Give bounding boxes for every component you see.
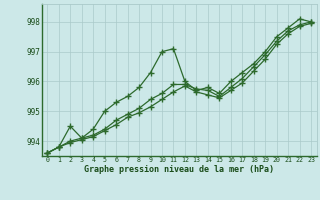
X-axis label: Graphe pression niveau de la mer (hPa): Graphe pression niveau de la mer (hPa) bbox=[84, 165, 274, 174]
